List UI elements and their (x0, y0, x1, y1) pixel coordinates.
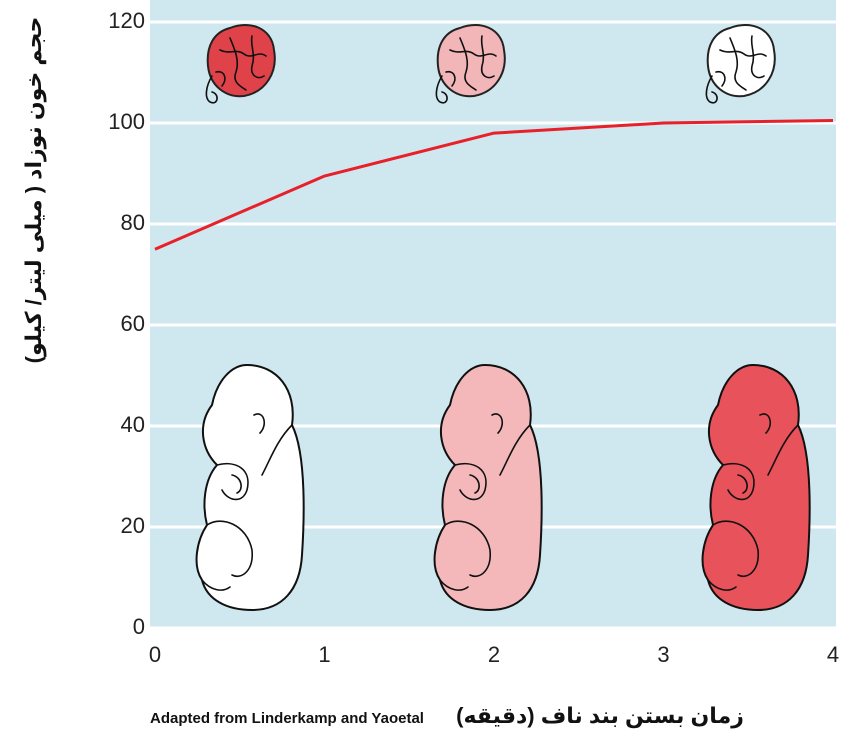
x-axis-label: زمان بستن بند ناف (دقیقه) (456, 703, 744, 729)
x-tick-label: 3 (657, 642, 669, 667)
chart: 0 20 40 60 80 100 120 0 1 2 3 4 حجم خون نوزاد ( میل… (0, 0, 844, 737)
page: {"chart_data": {"type": "line", "y_label… (0, 0, 844, 737)
placenta-shape (708, 25, 775, 96)
x-tick-label: 0 (149, 642, 161, 667)
placenta-shape (438, 25, 505, 96)
x-tick-label: 1 (318, 642, 330, 667)
fetus (703, 365, 810, 610)
y-tick-label: 60 (121, 311, 145, 336)
fetus (197, 365, 304, 610)
x-tick-label: 2 (488, 642, 500, 667)
placenta-shape (208, 25, 275, 96)
x-tick-label: 4 (827, 642, 839, 667)
y-axis-label: حجم خون نوزاد ( میلی لیتر/ کیلو) (21, 17, 47, 364)
y-tick-label: 40 (121, 412, 145, 437)
y-tick-label: 120 (108, 8, 145, 33)
y-tick-label: 0 (133, 614, 145, 639)
y-tick-label: 80 (121, 210, 145, 235)
fetus-shape (197, 365, 304, 610)
y-tick-label: 100 (108, 109, 145, 134)
y-tick-label: 20 (121, 513, 145, 538)
source-note: Adapted from Linderkamp and Yaoetal (150, 710, 424, 727)
fetus-shape (703, 365, 810, 610)
fetus (435, 365, 542, 610)
fetus-shape (435, 365, 542, 610)
